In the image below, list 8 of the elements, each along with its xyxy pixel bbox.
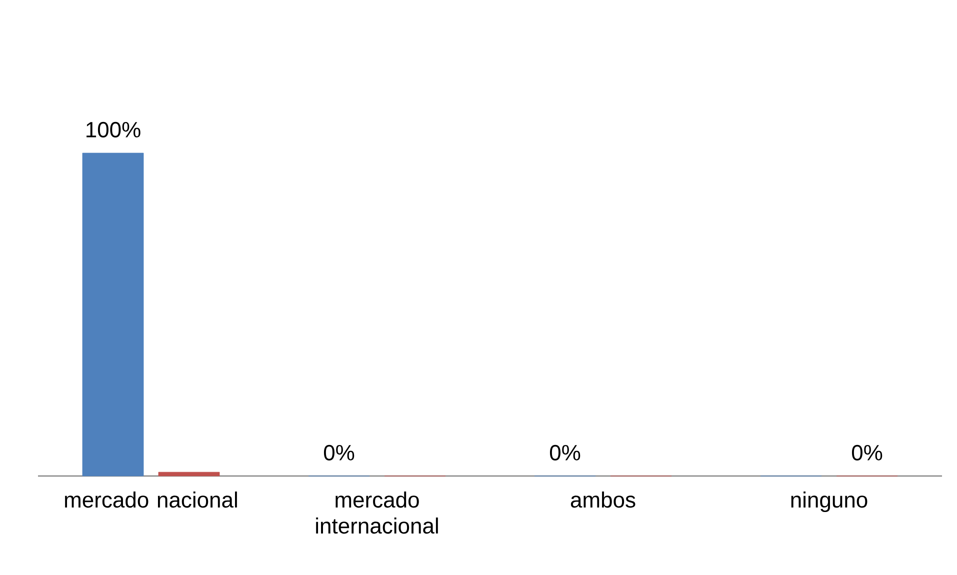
x-tick-label: mercado nacional [65,492,237,508]
x-tick-label: ambos [570,492,636,508]
x-tick-label: ninguno [791,492,868,512]
x-tick-label: mercado internacional [316,492,438,534]
data-label: 0% [852,444,882,460]
data-label: 100% [86,122,140,138]
data-label: 0% [324,444,354,460]
data-label: 0% [550,444,580,460]
